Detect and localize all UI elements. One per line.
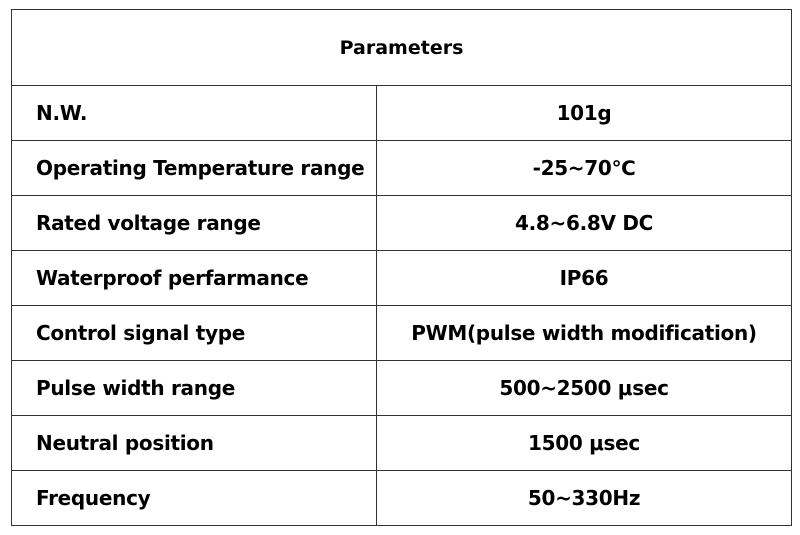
param-value: 1500 μsec — [375, 415, 793, 471]
table-body: Parameters N.W. 101g Operating Temperature… — [10, 9, 793, 526]
param-name: Neutral position — [11, 415, 377, 471]
params-table-wrap: Parameters N.W. 101g Operating Temperature… — [10, 9, 793, 527]
param-value: IP66 — [375, 250, 793, 306]
param-name: Pulse width range — [11, 360, 377, 416]
param-row: N.W. 101g — [11, 85, 793, 141]
param-row: Waterproof perfarmance IP66 — [11, 250, 793, 306]
param-value: 4.8~6.8V DC — [375, 195, 793, 251]
param-value: 50~330Hz — [375, 470, 793, 526]
param-value: 101g — [375, 85, 793, 141]
param-row: Operating Temperature range -25~70℃ — [11, 140, 793, 196]
param-name: Frequency — [11, 470, 377, 526]
param-value: PWM(pulse width modification) — [375, 305, 793, 361]
param-row: Rated voltage range 4.8~6.8V DC — [11, 195, 793, 251]
header-row: Parameters — [10, 9, 793, 86]
param-name: N.W. — [11, 85, 377, 141]
param-name: Rated voltage range — [11, 195, 377, 251]
params-table: Parameters N.W. 101g Operating Temperature… — [10, 9, 793, 526]
param-row: Frequency 50~330Hz — [11, 470, 793, 526]
param-name: Operating Temperature range — [11, 140, 377, 196]
param-value: 500~2500 μsec — [375, 360, 793, 416]
table-title: Parameters — [10, 9, 793, 86]
param-name: Waterproof perfarmance — [11, 250, 377, 306]
param-row: Pulse width range 500~2500 μsec — [11, 360, 793, 416]
param-row: Neutral position 1500 μsec — [11, 415, 793, 471]
param-name: Control signal type — [11, 305, 377, 361]
param-value: -25~70℃ — [375, 140, 793, 196]
param-row: Control signal type PWM(pulse width modif… — [11, 305, 793, 361]
